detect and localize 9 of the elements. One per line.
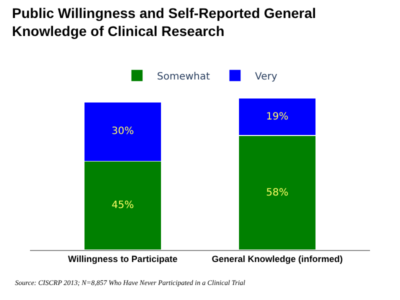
data-label: 45% — [112, 200, 134, 212]
data-label: 58% — [266, 187, 288, 198]
data-label: 30% — [112, 126, 134, 138]
legend-label: Somewhat — [157, 71, 210, 82]
legend-label: Very — [255, 71, 278, 82]
x-tick-label: Willingness to Participate — [68, 254, 178, 264]
x-tick-label: General Knowledge (informed) — [212, 254, 343, 264]
chart-title: Public Willingness and Self-Reported General Knowledge of Clinical Research — [12, 5, 316, 40]
data-label: 19% — [266, 111, 288, 122]
